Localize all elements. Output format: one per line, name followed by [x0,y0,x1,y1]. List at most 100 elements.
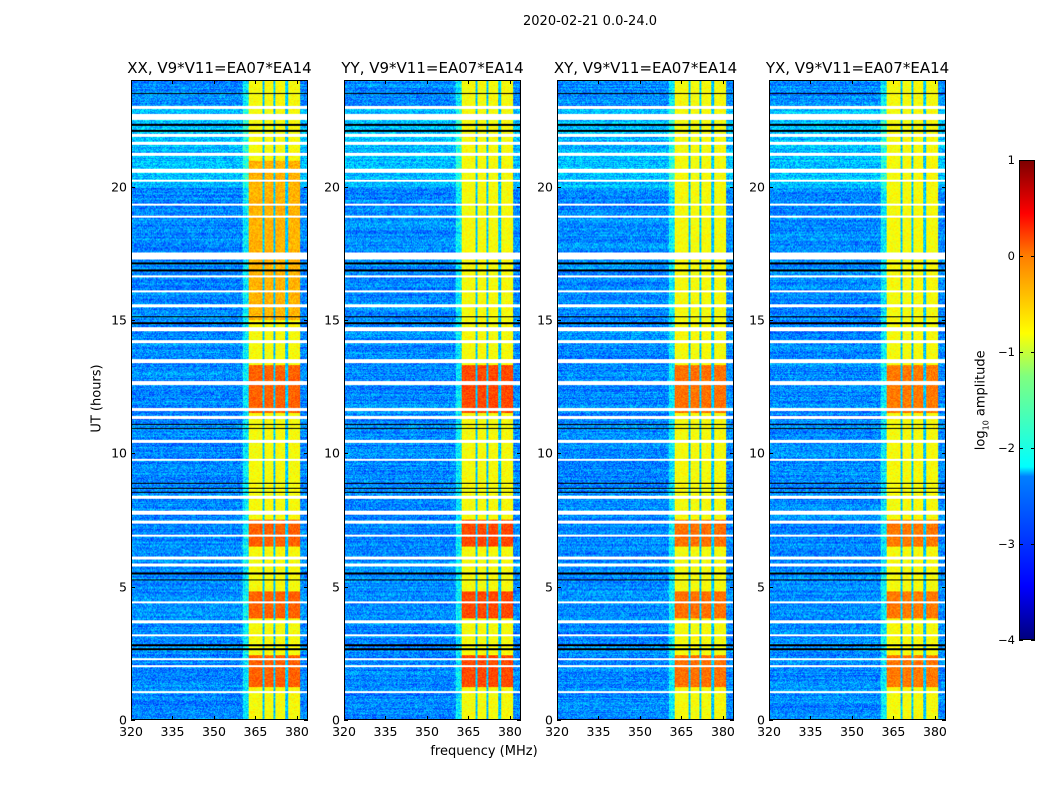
x-tick-label: 320 [757,724,781,739]
x-tick-label: 365 [881,724,906,739]
colorbar-tick-label: 0 [1007,249,1015,263]
y-tick-label: 20 [749,179,765,195]
x-tick-label: 350 [628,724,652,739]
x-tick-mark [722,716,724,720]
colorbar-tick-label: −2 [998,441,1015,455]
colorbar-tick-mark [1019,448,1023,449]
x-tick-mark [426,80,428,84]
x-tick-mark [934,80,936,84]
x-tick-label: 335 [798,724,823,739]
colorbar-tick-mark [1019,256,1023,257]
y-tick-mark [304,720,308,721]
y-tick-mark [131,720,135,721]
y-tick-mark [730,586,734,588]
x-tick-mark [172,716,174,720]
y-tick-mark [517,453,521,455]
y-tick-label: 0 [119,712,127,728]
y-tick-mark [557,720,561,721]
panel-title: YX, V9*V11=EA07*EA14 [765,59,950,77]
y-tick-mark [557,186,561,188]
colorbar-label-log: log [973,430,989,451]
x-tick-label: 335 [586,724,611,739]
y-tick-label: 15 [324,312,340,328]
panel-title: YY, V9*V11=EA07*EA14 [341,59,524,77]
y-tick-mark [942,586,946,588]
x-tick-mark [851,716,853,720]
y-tick-mark [769,586,773,588]
x-tick-mark [557,716,558,720]
x-tick-label: 320 [119,724,143,739]
x-tick-label: 350 [202,724,226,739]
y-tick-mark [557,586,561,588]
colorbar-tick-label: −4 [998,633,1015,647]
heatmap-panel [557,80,734,720]
figure-suptitle: 2020-02-21 0.0-24.0 [523,14,657,29]
y-tick-mark [730,320,734,321]
y-tick-label: 10 [537,445,553,461]
colorbar-tick-mark [1019,640,1023,641]
waterfall-heatmap [345,81,520,719]
heatmap-panel [769,80,946,720]
y-tick-label: 5 [757,579,765,595]
x-tick-mark [296,80,298,84]
x-tick-mark [769,716,770,720]
y-tick-mark [517,586,521,588]
y-tick-mark [769,320,773,321]
x-tick-mark [385,716,387,720]
x-tick-mark [722,80,724,84]
colorbar-tick-mark [1031,448,1035,449]
x-tick-mark [557,80,558,84]
y-tick-label: 5 [332,579,340,595]
x-tick-mark [131,80,132,84]
x-axis-label: frequency (MHz) [430,744,538,759]
x-tick-label: 335 [160,724,185,739]
y-tick-label: 10 [111,445,127,461]
y-tick-label: 10 [749,445,765,461]
colorbar [1019,160,1035,640]
y-tick-mark [131,453,135,455]
panel-title: XY, V9*V11=EA07*EA14 [553,59,738,77]
x-tick-mark [344,80,345,84]
x-tick-label: 380 [923,724,947,739]
y-tick-mark [769,720,773,721]
y-tick-mark [769,453,773,455]
x-tick-mark [255,716,257,720]
x-tick-mark [426,716,428,720]
y-tick-mark [304,320,308,321]
y-tick-mark [517,186,521,188]
y-tick-mark [730,186,734,188]
y-tick-mark [942,186,946,188]
x-tick-mark [681,80,683,84]
colorbar-label-rest: amplitude [973,350,989,421]
heatmap-panel [131,80,308,720]
waterfall-heatmap [558,81,733,719]
x-tick-mark [213,80,215,84]
x-tick-mark [639,716,641,720]
y-tick-mark [344,586,348,588]
colorbar-tick-mark [1031,544,1035,545]
x-tick-mark [385,80,387,84]
x-tick-mark [893,716,895,720]
x-tick-label: 335 [373,724,398,739]
colorbar-tick-mark [1031,160,1035,161]
colorbar-tick-mark [1019,160,1023,161]
x-tick-label: 350 [840,724,864,739]
x-tick-mark [172,80,174,84]
y-tick-mark [344,720,348,721]
y-tick-label: 0 [757,712,765,728]
y-tick-label: 5 [119,579,127,595]
x-tick-label: 380 [498,724,522,739]
x-tick-label: 380 [285,724,309,739]
x-tick-mark [255,80,257,84]
y-tick-mark [131,586,135,588]
y-tick-label: 5 [545,579,553,595]
colorbar-tick-mark [1031,640,1035,641]
x-tick-label: 365 [669,724,694,739]
x-tick-label: 365 [456,724,481,739]
y-tick-mark [730,453,734,455]
y-tick-mark [304,186,308,188]
y-tick-mark [131,186,135,188]
colorbar-tick-mark [1019,352,1023,353]
colorbar-tick-label: −3 [998,537,1015,551]
x-tick-label: 380 [711,724,735,739]
